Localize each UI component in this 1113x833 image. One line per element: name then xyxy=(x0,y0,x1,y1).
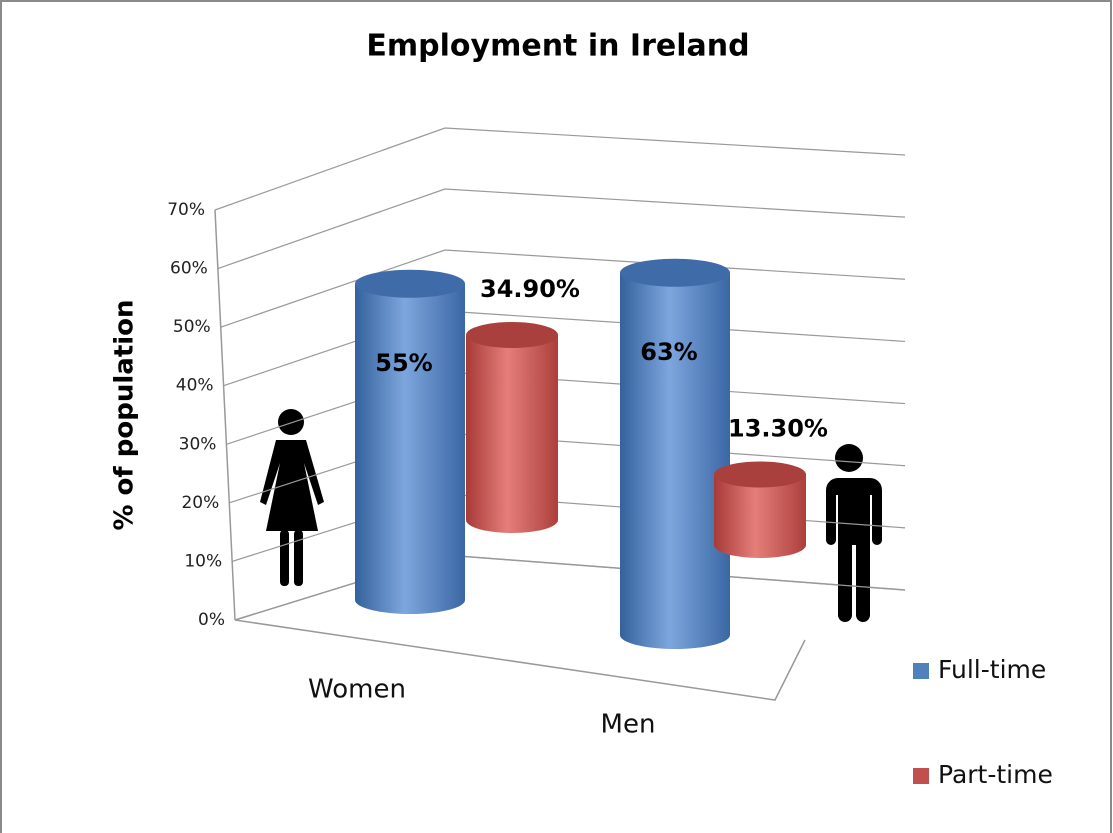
grid-line xyxy=(217,188,906,270)
value-label: 13.30% xyxy=(728,415,828,443)
y-tick-label: 70% xyxy=(167,200,205,220)
value-label: 34.90% xyxy=(480,275,580,303)
value-label: 55% xyxy=(375,349,432,377)
bar-top xyxy=(355,269,465,298)
y-tick-label: 0% xyxy=(198,610,225,630)
legend-label: Part-time xyxy=(938,760,1053,789)
bar xyxy=(466,335,558,533)
legend-swatch xyxy=(913,768,929,784)
y-axis-label: % of population xyxy=(110,299,140,530)
floor-front xyxy=(234,619,806,701)
y-tick-label: 50% xyxy=(173,317,211,337)
grid-line xyxy=(220,249,906,328)
x-tick-label: Men xyxy=(601,710,656,740)
bar xyxy=(620,272,730,649)
man-icon xyxy=(826,444,882,622)
bar-top xyxy=(620,258,730,287)
legend-label: Full-time xyxy=(938,655,1046,684)
y-tick-label: 40% xyxy=(176,376,214,396)
bar-top xyxy=(466,322,558,349)
y-tick-label: 60% xyxy=(170,259,208,279)
y-tick-label: 20% xyxy=(181,493,219,513)
y-tick-label: 10% xyxy=(184,551,222,571)
x-tick-label: Women xyxy=(308,675,406,705)
y-tick-label: 30% xyxy=(179,434,217,454)
bar xyxy=(714,474,806,558)
bar xyxy=(355,283,465,614)
bar-top xyxy=(714,461,806,488)
y-axis xyxy=(214,209,236,621)
value-label: 63% xyxy=(640,338,697,366)
chart-title: Employment in Ireland xyxy=(366,29,749,64)
legend-swatch xyxy=(913,663,929,679)
grid-line xyxy=(214,127,906,211)
